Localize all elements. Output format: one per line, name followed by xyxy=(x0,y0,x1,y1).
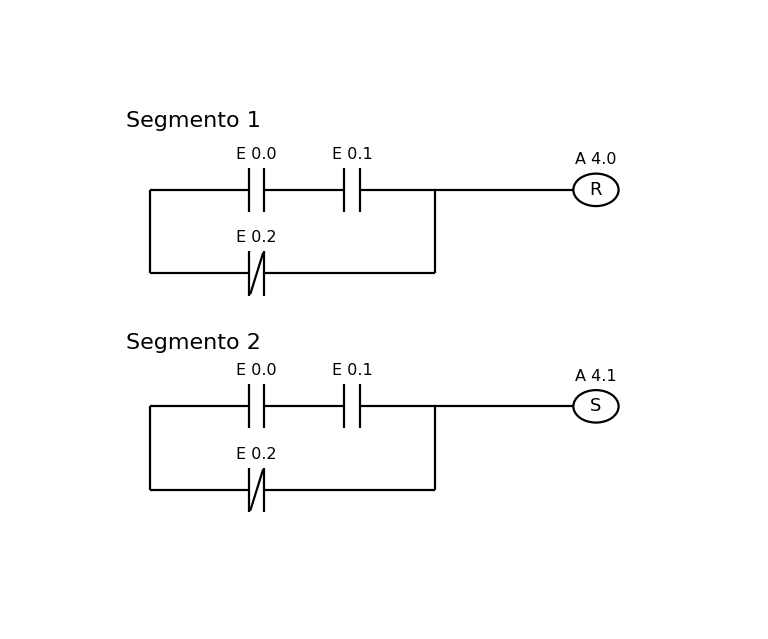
Text: E 0.1: E 0.1 xyxy=(332,364,372,378)
Text: A 4.0: A 4.0 xyxy=(575,152,617,167)
Text: E 0.1: E 0.1 xyxy=(332,147,372,162)
Text: R: R xyxy=(590,181,602,199)
Text: E 0.2: E 0.2 xyxy=(237,231,277,245)
Text: Segmento 1: Segmento 1 xyxy=(126,111,260,131)
Text: E 0.0: E 0.0 xyxy=(237,364,277,378)
Text: E 0.2: E 0.2 xyxy=(237,447,277,462)
Text: E 0.0: E 0.0 xyxy=(237,147,277,162)
Text: S: S xyxy=(591,397,601,415)
Text: A 4.1: A 4.1 xyxy=(575,369,617,383)
Text: Segmento 2: Segmento 2 xyxy=(126,332,260,353)
